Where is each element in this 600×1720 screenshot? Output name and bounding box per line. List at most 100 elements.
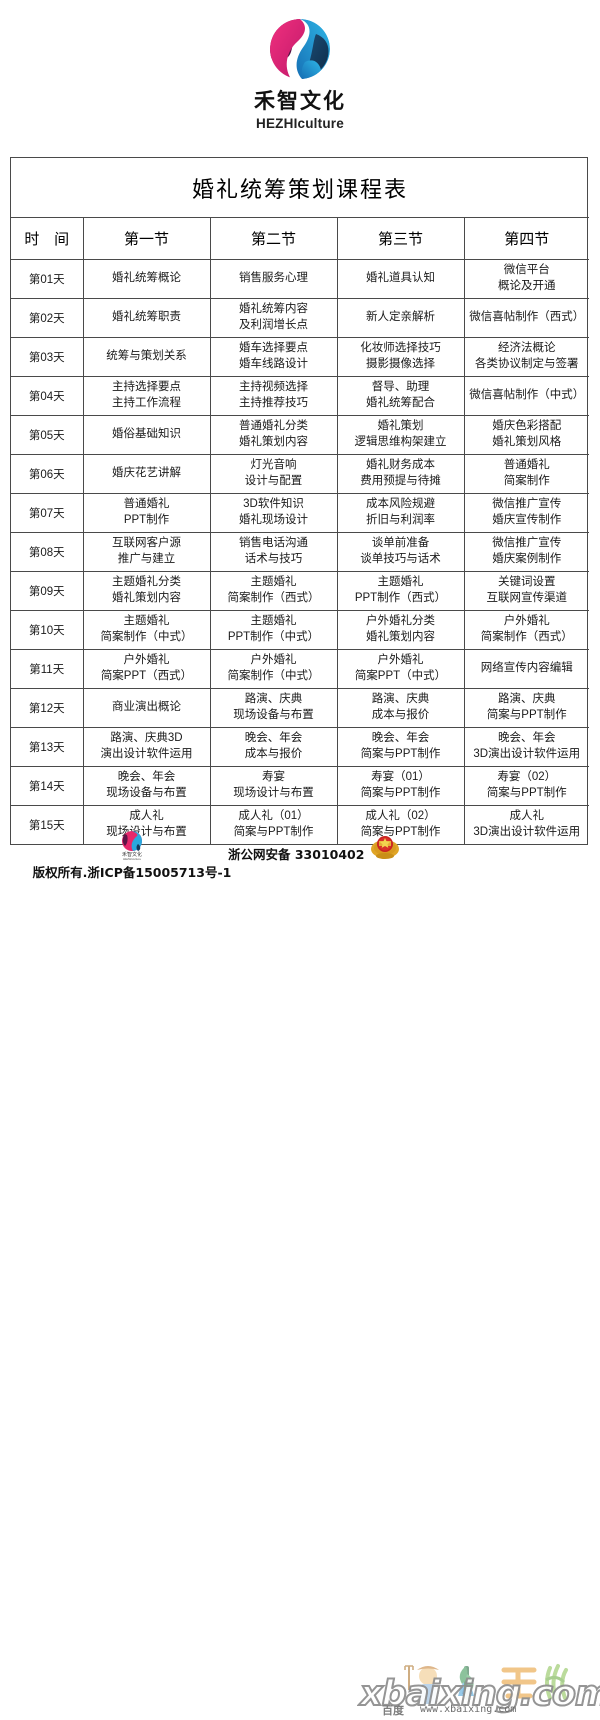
- session-2-cell: 灯光音响 设计与配置: [209, 454, 338, 494]
- cell-line: 普通婚礼: [503, 459, 550, 472]
- header-row: 时 间 第一节 第二节 第三节 第四节: [11, 217, 590, 260]
- table-row: 第14天 晚会、年会 现场设备与布置 寿宴现场设计与布置 寿宴（01） 简案与PPT制作 寿…: [11, 766, 590, 806]
- cell-line: 现场设计与布置: [233, 787, 314, 799]
- session-4-cell: 微信喜帖制作（中式）: [463, 376, 590, 416]
- session-4-cell: 户外婚礼 简案制作（西式）: [463, 610, 590, 650]
- column-header-session-4: 第四节: [463, 217, 590, 260]
- site-watermark: xbaixing.com 百度 www.xbaixing.com: [359, 1660, 600, 1720]
- day-cell: 第03天: [11, 337, 84, 377]
- cell-line: 简案制作（西式）: [480, 631, 573, 643]
- session-4-cell: 经济法概论各类协议制定与签署: [463, 337, 590, 377]
- cell-line: 简案制作（西式）: [227, 592, 320, 604]
- cell-line: 摄影摄像选择: [366, 358, 435, 370]
- session-1-cell: 普通婚礼 PPT制作: [82, 493, 211, 533]
- cell-line: 销售电话沟通: [239, 537, 308, 550]
- cell-line: 主持工作流程: [112, 397, 181, 409]
- cell-line: 主持选择要点: [112, 381, 181, 394]
- session-3-cell: 成人礼（02） 简案与PPT制作: [336, 805, 465, 844]
- session-3-cell: 主题婚礼 PPT制作（西式）: [336, 571, 465, 611]
- cell-line: 婚车选择要点: [239, 342, 308, 355]
- cell-line: 婚车线路设计: [239, 358, 308, 370]
- cell-line: PPT制作（西式）: [354, 592, 447, 604]
- day-cell: 第08天: [11, 532, 84, 572]
- day-cell: 第04天: [11, 376, 84, 416]
- session-4-cell: 晚会、年会 3D演出设计软件运用: [463, 727, 590, 767]
- session-1-cell: 婚礼统筹职责: [82, 298, 211, 338]
- session-1-cell: 婚俗基础知识: [82, 415, 211, 455]
- cell-line: 新人定亲解析: [366, 311, 435, 324]
- session-4-cell: 路演、庆典 简案与PPT制作: [463, 688, 590, 728]
- psb-block: 浙公网安备 33010402: [228, 830, 458, 863]
- cell-line: 寿宴（02）: [497, 771, 557, 784]
- cell-line: 婚庆花艺讲解: [112, 467, 181, 480]
- cell-line: 商业演出概论: [112, 701, 181, 714]
- cell-line: 户外婚礼分类: [366, 615, 435, 628]
- cell-line: 3D软件知识: [243, 498, 304, 511]
- session-3-cell: 婚礼道具认知: [336, 259, 465, 299]
- day-cell: 第01天: [11, 259, 84, 299]
- cell-line: 寿宴: [262, 771, 285, 784]
- session-1-cell: 晚会、年会 现场设备与布置: [82, 766, 211, 806]
- cell-line: 微信喜帖制作（西式）: [469, 311, 585, 324]
- hezhi-logo-small: 禾智文化 HEZHIculture: [122, 831, 142, 860]
- session-4-cell: 微信推广宣传 婚庆宣传制作: [463, 493, 590, 533]
- watermark-word: xbaixing.com: [359, 1673, 600, 1715]
- day-cell: 第09天: [11, 571, 84, 611]
- day-cell: 第11天: [11, 649, 84, 689]
- cell-line: 简案与PPT制作: [360, 748, 441, 760]
- table-row: 第07天 普通婚礼 PPT制作 3D软件知识 婚礼现场设计 成本风险规避 折旧与利润率 微信推…: [11, 493, 590, 533]
- table-row: 第06天 婚庆花艺讲解 灯光音响 设计与配置 婚礼财务成本 费用预提与待摊 普通婚礼 简案制作: [11, 454, 590, 494]
- cell-line: 婚礼策划风格: [492, 436, 562, 448]
- session-3-cell: 婚礼财务成本 费用预提与待摊: [336, 454, 465, 494]
- session-3-cell: 婚礼策划 逻辑思维构架建立: [336, 415, 465, 455]
- cell-line: 婚礼道具认知: [366, 272, 435, 285]
- cell-line: 灯光音响: [250, 459, 297, 472]
- schedule-body: 婚礼统筹策划课程表 时 间 第一节 第二节 第三节 第四节 第01天 婚礼统筹概论…: [11, 158, 590, 844]
- cell-line: 晚会、年会: [117, 771, 176, 784]
- cell-line: 各类协议制定与签署: [475, 358, 579, 370]
- column-header-session-1: 第一节: [82, 217, 211, 260]
- svg-text:HEZHIculture: HEZHIculture: [123, 857, 141, 860]
- session-2-cell: 户外婚礼 简案制作（中式）: [209, 649, 338, 689]
- day-cell: 第13天: [11, 727, 84, 767]
- session-3-cell: 路演、庆典 成本与报价: [336, 688, 465, 728]
- table-row: 第04天 主持选择要点 主持工作流程 主持视频选择 主持推荐技巧 督导、助理 婚礼统筹配合微…: [11, 376, 590, 416]
- cell-line: 谈单前准备: [371, 537, 430, 550]
- cell-line: 成人礼: [509, 810, 545, 823]
- session-1-cell: 路演、庆典3D 演出设计软件运用: [82, 727, 211, 767]
- session-3-cell: 成本风险规避 折旧与利润率: [336, 493, 465, 533]
- session-2-cell: 成人礼（01） 简案与PPT制作: [209, 805, 338, 844]
- cell-line: 谈单技巧与话术: [360, 553, 441, 565]
- cell-line: 微信推广宣传: [492, 537, 562, 550]
- cell-line: 折旧与利润率: [366, 514, 435, 526]
- cell-line: 经济法概论: [498, 342, 556, 355]
- table-row: 第08天 互联网客户源 推广与建立 销售电话沟通 话术与技巧 谈单前准备 谈单技巧与话术 微信…: [11, 532, 590, 572]
- table-row: 第12天 商业演出概论 路演、庆典 现场设备与布置 路演、庆典 成本与报价 路演、庆典 简案与…: [11, 688, 590, 728]
- session-1-cell: 互联网客户源 推广与建立: [82, 532, 211, 572]
- cell-line: 户外婚礼: [123, 654, 170, 667]
- cell-line: 成本风险规避: [366, 498, 435, 511]
- session-3-cell: 户外婚礼分类 婚礼策划内容: [336, 610, 465, 650]
- schedule-sheet: 婚礼统筹策划课程表 时 间 第一节 第二节 第三节 第四节 第01天 婚礼统筹概论…: [10, 157, 590, 845]
- table-row: 第10天 主题婚礼 简案制作（中式） 主题婚礼 PPT制作（中式） 户外婚礼分类 婚礼策划内…: [11, 610, 590, 650]
- day-cell: 第14天: [11, 766, 84, 806]
- session-2-cell: 普通婚礼分类 婚礼策划内容: [209, 415, 338, 455]
- cell-line: 婚礼策划: [377, 420, 424, 433]
- session-4-cell: 婚庆色彩搭配 婚礼策划风格: [463, 415, 590, 455]
- title-row: 婚礼统筹策划课程表: [11, 158, 590, 218]
- session-2-cell: 婚礼统筹内容 及利润增长点: [209, 298, 338, 338]
- session-4-cell: 关键词设置 互联网宣传渠道: [463, 571, 590, 611]
- cell-line: 婚礼策划内容: [112, 592, 181, 604]
- brand-name-cn: 禾智文化: [254, 89, 346, 113]
- cell-line: 主题婚礼: [123, 615, 170, 628]
- session-1-cell: 商业演出概论: [82, 688, 211, 728]
- session-3-cell: 寿宴（01） 简案与PPT制作: [336, 766, 465, 806]
- cell-line: 路演、庆典: [244, 693, 303, 706]
- session-4-cell: 微信平台 概论及开通: [463, 259, 590, 299]
- cell-line: PPT制作（中式）: [227, 631, 320, 643]
- cell-line: 成本与报价: [371, 709, 430, 721]
- session-1-cell: 主持选择要点 主持工作流程: [82, 376, 211, 416]
- cell-line: 成人礼（02）: [365, 810, 436, 823]
- session-4-cell: 微信推广宣传 婚庆案例制作: [463, 532, 590, 572]
- cell-line: 婚礼现场设计: [239, 514, 308, 526]
